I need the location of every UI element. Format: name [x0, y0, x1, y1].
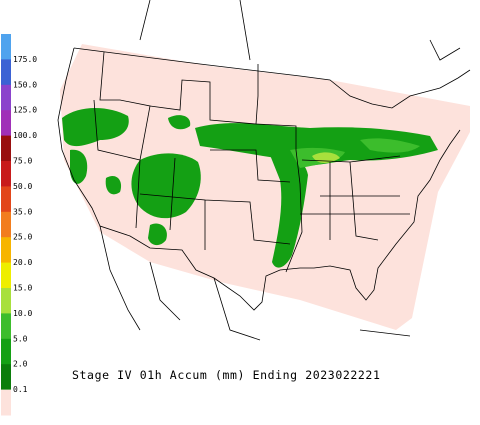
- legend-swatch: [1, 34, 11, 60]
- color-legend: 175.0 150.0 125.0 100.0 75.0 50.0 35.0 25.0 20.0…: [1, 34, 37, 416]
- legend-swatch: [1, 135, 11, 162]
- legend-label: 150.0: [13, 80, 37, 89]
- map-caption: Stage IV 01h Accum (mm) Ending 202302222…: [72, 368, 380, 382]
- map: [57, 0, 471, 341]
- legend-label: 2.0: [13, 360, 28, 369]
- legend-label: 100.0: [13, 131, 37, 140]
- precip-areas: [62, 108, 438, 268]
- legend-label: 125.0: [13, 106, 37, 115]
- legend-swatch: [1, 237, 11, 264]
- legend-label: 10.0: [13, 309, 32, 318]
- legend-label: 175.0: [13, 55, 37, 64]
- legend-label: 35.0: [13, 207, 32, 216]
- legend-swatch: [1, 389, 11, 416]
- legend-swatch: [1, 186, 11, 213]
- legend-swatch: [1, 211, 11, 238]
- legend-label: 20.0: [13, 258, 32, 267]
- boundaries: [57, 47, 471, 311]
- legend-swatch: [1, 364, 11, 391]
- legend-swatch: [1, 161, 11, 187]
- legend-swatch: [1, 110, 11, 137]
- legend-label: 15.0: [13, 284, 32, 293]
- analysis-domain: [60, 44, 470, 330]
- legend-label: 0.1: [13, 385, 28, 394]
- legend-label: 25.0: [13, 233, 32, 242]
- legend-label: 75.0: [13, 157, 32, 166]
- legend-swatch: [1, 313, 11, 340]
- legend-swatch: [1, 338, 11, 365]
- legend-swatch: [1, 288, 11, 314]
- legend-label: 50.0: [13, 182, 32, 191]
- mexico-canada-lines: [99, 0, 461, 341]
- legend-swatch: [1, 59, 11, 86]
- legend-swatch: [1, 84, 11, 111]
- legend-label: 5.0: [13, 334, 28, 343]
- legend-swatch: [1, 262, 11, 289]
